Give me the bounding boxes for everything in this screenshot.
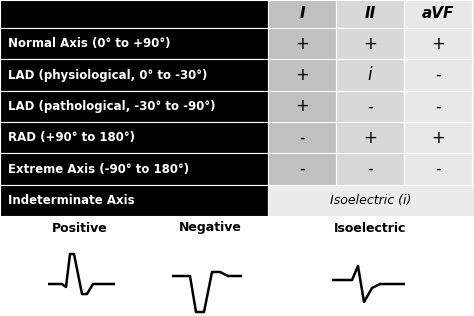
Bar: [0, 59, 268, 91]
Bar: [404, 0, 472, 28]
Text: Positive: Positive: [52, 222, 108, 234]
Bar: [472, 153, 474, 185]
Bar: [0, 122, 268, 153]
Bar: [268, 0, 336, 28]
Text: Isoelectric: Isoelectric: [334, 222, 406, 234]
Bar: [0, 0, 268, 28]
Bar: [404, 59, 472, 91]
Text: +: +: [295, 66, 309, 84]
Bar: [472, 122, 474, 153]
Text: -: -: [435, 66, 441, 84]
Bar: [0, 91, 268, 122]
Bar: [472, 28, 474, 59]
Bar: [472, 59, 474, 91]
Text: +: +: [431, 35, 445, 53]
Bar: [404, 122, 472, 153]
Bar: [404, 28, 472, 59]
Text: Isoelectric (i): Isoelectric (i): [330, 194, 412, 207]
Bar: [268, 122, 336, 153]
Text: Extreme Axis (-90° to 180°): Extreme Axis (-90° to 180°): [8, 162, 189, 175]
Text: +: +: [295, 97, 309, 115]
Bar: [336, 91, 404, 122]
Text: +: +: [295, 35, 309, 53]
Bar: [268, 91, 336, 122]
Text: LAD (pathological, -30° to -90°): LAD (pathological, -30° to -90°): [8, 100, 216, 113]
Text: -: -: [435, 97, 441, 115]
Bar: [268, 153, 336, 185]
Bar: [472, 91, 474, 122]
Text: -: -: [367, 160, 373, 178]
Bar: [268, 28, 336, 59]
Text: -: -: [435, 160, 441, 178]
Bar: [0, 216, 474, 316]
Text: +: +: [431, 129, 445, 147]
Text: I: I: [299, 7, 305, 21]
Bar: [0, 28, 268, 59]
Text: -: -: [299, 129, 305, 147]
Bar: [336, 153, 404, 185]
Text: LAD (physiological, 0° to -30°): LAD (physiological, 0° to -30°): [8, 69, 207, 82]
Bar: [472, 0, 474, 28]
Text: -: -: [367, 97, 373, 115]
Text: aVF: aVF: [422, 7, 454, 21]
Bar: [336, 28, 404, 59]
Text: II: II: [365, 7, 375, 21]
Text: i: i: [368, 66, 372, 84]
Bar: [0, 153, 268, 185]
Text: RAD (+90° to 180°): RAD (+90° to 180°): [8, 131, 135, 144]
Text: Negative: Negative: [179, 222, 241, 234]
Text: +: +: [363, 35, 377, 53]
Bar: [336, 59, 404, 91]
Bar: [268, 59, 336, 91]
Bar: [336, 122, 404, 153]
Text: -: -: [299, 160, 305, 178]
Bar: [336, 0, 404, 28]
Bar: [0, 185, 268, 216]
Text: Indeterminate Axis: Indeterminate Axis: [8, 194, 135, 207]
Bar: [404, 153, 472, 185]
Bar: [404, 91, 472, 122]
Text: +: +: [363, 129, 377, 147]
Bar: [268, 185, 474, 216]
Text: Normal Axis (0° to +90°): Normal Axis (0° to +90°): [8, 37, 171, 50]
